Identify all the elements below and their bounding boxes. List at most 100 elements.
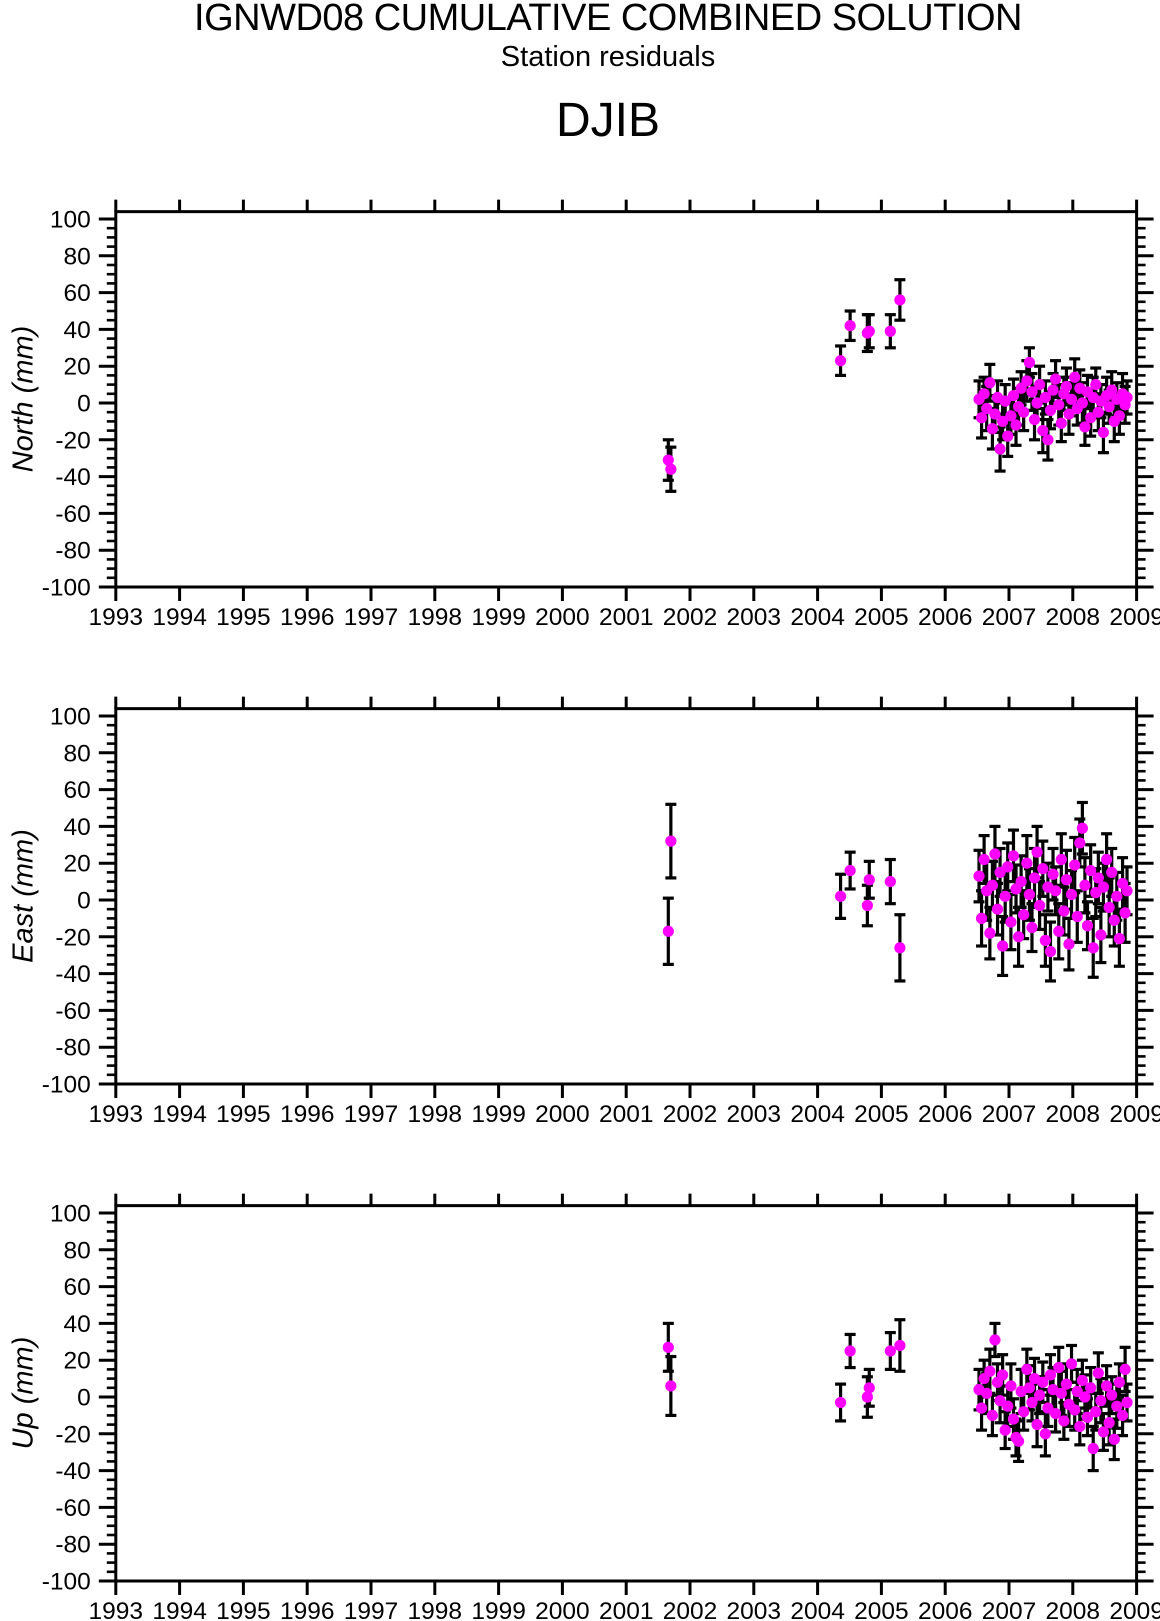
data-point (1092, 872, 1104, 884)
data-point (894, 942, 906, 954)
up-residuals-points (662, 1334, 1133, 1455)
data-point (981, 1387, 993, 1399)
data-point (1108, 914, 1120, 926)
data-point (1065, 888, 1078, 901)
data-point (1103, 1417, 1115, 1429)
data-point (894, 1339, 906, 1352)
data-point (1095, 929, 1107, 941)
data-point (1076, 822, 1088, 834)
x-tick-label: 2004 (790, 604, 845, 631)
data-point (1031, 846, 1043, 858)
x-tick-label: 2004 (790, 1598, 845, 1621)
data-point (1074, 1420, 1086, 1433)
x-tick-label: 2009 (1109, 1598, 1160, 1621)
data-point (665, 463, 677, 475)
x-tick-label: 1994 (152, 604, 207, 631)
x-tick-label: 1999 (471, 604, 526, 631)
y-tick-label: 60 (64, 777, 91, 804)
data-point (981, 402, 993, 415)
x-tick-label: 1993 (89, 604, 144, 631)
data-point (1079, 421, 1091, 433)
data-point (1101, 853, 1113, 866)
x-tick-label: 1996 (280, 1598, 335, 1621)
data-point (999, 1424, 1011, 1436)
data-point (1121, 885, 1133, 897)
x-tick-label: 2001 (599, 604, 654, 631)
x-tick-label: 2008 (1046, 1598, 1101, 1621)
up-residuals-panel: 1993 1994 1995 1996 1997 1998 1999 2000 2001 2002… (42, 1193, 1160, 1621)
data-point (984, 927, 996, 939)
x-tick-label: 2003 (727, 1598, 782, 1621)
data-point (861, 1391, 873, 1403)
data-point (1106, 1389, 1118, 1401)
data-point (1047, 384, 1059, 396)
data-point (1037, 1376, 1049, 1388)
data-point (1021, 857, 1033, 869)
data-point (1023, 1382, 1036, 1394)
y-tick-label: 100 (50, 704, 91, 731)
y-axis-ticks: -100 -80 -60 -40 -20 0 20 40 60 80 100 (42, 704, 1154, 1099)
data-point (1092, 1367, 1104, 1379)
data-point (1095, 1395, 1107, 1407)
data-point (1081, 1411, 1094, 1423)
data-point (1005, 410, 1017, 422)
data-point (1087, 942, 1099, 954)
data-point (1002, 861, 1014, 873)
data-point (997, 1369, 1009, 1381)
data-point (1031, 1419, 1043, 1431)
x-tick-label: 2005 (854, 604, 909, 631)
x-tick-label: 1994 (152, 1101, 207, 1128)
data-point (1007, 1413, 1020, 1425)
x-tick-label: 2000 (535, 1101, 590, 1128)
x-tick-label: 2007 (982, 1598, 1037, 1621)
data-point (884, 876, 896, 888)
plot-title: IGNWD08 CUMULATIVE COMBINED SOLUTION (194, 0, 1022, 39)
data-point (844, 1345, 856, 1357)
data-point (1113, 1376, 1125, 1388)
data-point (863, 874, 875, 886)
data-point (1044, 404, 1057, 416)
data-point (1079, 1391, 1091, 1403)
data-point (1049, 373, 1062, 385)
y-tick-label: 20 (64, 354, 91, 381)
data-point (1044, 945, 1057, 958)
y-tick-label: -60 (55, 501, 90, 528)
data-point (1039, 391, 1051, 404)
data-point (1055, 1387, 1067, 1399)
x-tick-label: 2006 (918, 604, 973, 631)
data-point (997, 415, 1009, 427)
data-point (1111, 1400, 1123, 1412)
x-tick-label: 1998 (408, 1598, 463, 1621)
x-axis-ticks: 1993 1994 1995 1996 1997 1998 1999 2000 2001 2002… (89, 1193, 1160, 1621)
y-tick-label: 0 (77, 888, 91, 915)
data-point (1121, 391, 1133, 404)
data-point (662, 454, 674, 466)
y-tick-label: 40 (64, 1311, 91, 1338)
data-point (1026, 1396, 1038, 1409)
data-point (1049, 1407, 1062, 1420)
data-point (1085, 864, 1097, 877)
y-tick-label: -80 (55, 538, 90, 565)
data-point (1069, 859, 1081, 871)
data-point (665, 835, 677, 847)
data-point (1026, 922, 1038, 934)
data-point (1028, 413, 1041, 426)
data-point (989, 1334, 1001, 1346)
data-point (1039, 934, 1051, 947)
data-point (662, 925, 674, 937)
data-point (1119, 907, 1131, 919)
data-point (1121, 1396, 1133, 1409)
x-tick-label: 2001 (599, 1101, 654, 1128)
x-tick-label: 1993 (89, 1598, 144, 1621)
station-name: DJIB (555, 94, 660, 147)
data-point (1081, 920, 1094, 932)
y-axis-ticks: -100 -80 -60 -40 -20 0 20 40 60 80 100 (42, 207, 1154, 602)
data-point (844, 864, 856, 877)
data-point (1023, 888, 1036, 901)
data-point (1047, 868, 1059, 880)
data-point (1116, 1409, 1129, 1421)
data-point (844, 320, 856, 332)
data-point (1034, 379, 1046, 391)
y-tick-label: -40 (55, 1458, 90, 1485)
